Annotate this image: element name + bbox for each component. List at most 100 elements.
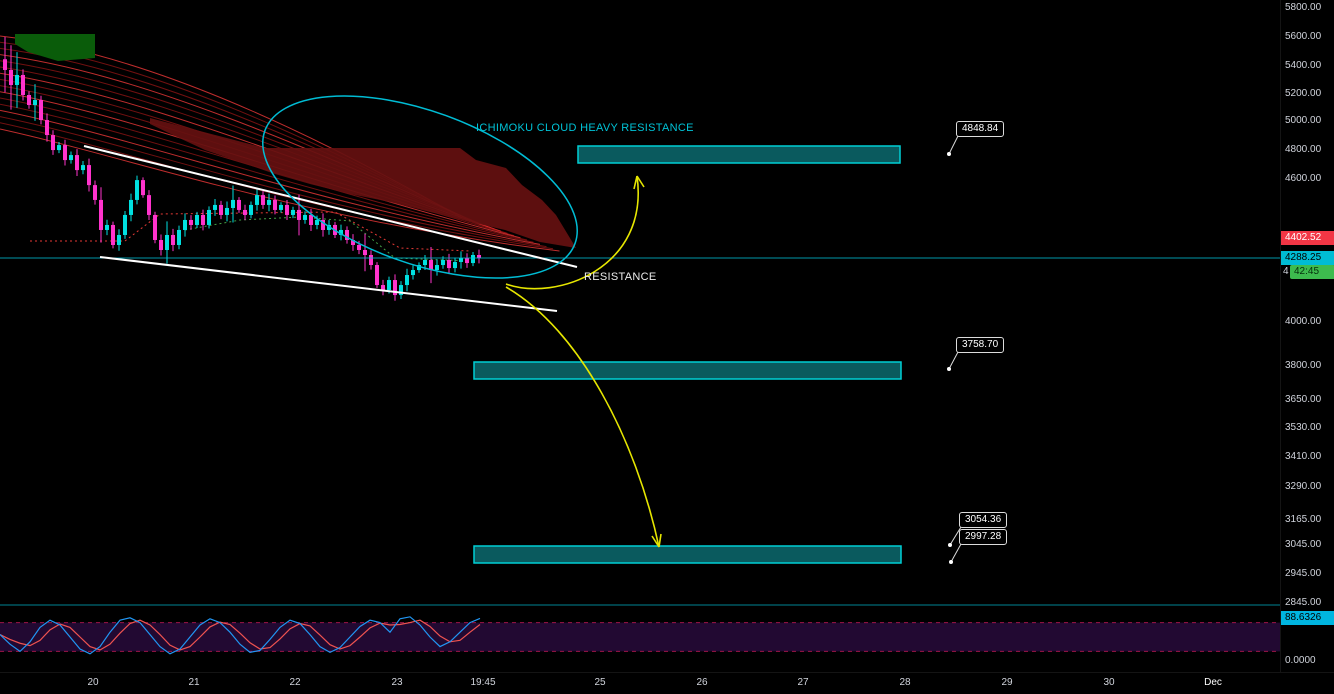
candle-body	[249, 204, 253, 215]
candle-body	[195, 214, 199, 225]
ichimoku-cloud	[15, 34, 576, 248]
callout-anchor-dot	[948, 543, 952, 547]
candle-body	[393, 280, 397, 296]
candle-body	[405, 275, 409, 286]
time-tick: 20	[87, 677, 99, 688]
ribbon-line	[0, 97, 528, 241]
candle-body	[39, 100, 43, 121]
last-price-badge: 4402.52	[1281, 231, 1334, 245]
candle-body	[123, 214, 127, 235]
candle-body	[57, 145, 61, 151]
price-callout[interactable]: 2997.28	[959, 529, 1008, 545]
red-cloud	[150, 118, 576, 248]
ellipse-shape[interactable]	[239, 59, 601, 315]
candle-body	[261, 195, 265, 205]
candle-body	[345, 229, 349, 240]
price-callout[interactable]: 4848.84	[956, 121, 1005, 137]
candle-body	[129, 199, 133, 215]
oscillator-d-line	[0, 619, 481, 651]
ellipse-annotation[interactable]	[239, 59, 601, 315]
callout-pointer	[950, 543, 962, 563]
price-tick: 5600.00	[1285, 31, 1322, 42]
candle-body	[417, 265, 421, 271]
candle-body	[255, 195, 259, 205]
callout-pointer	[948, 135, 959, 155]
ichimoku-cloud-label[interactable]: ICHIMOKU CLOUD HEAVY RESISTANCE	[476, 122, 694, 134]
candle-body	[279, 204, 283, 210]
candle-body	[21, 74, 25, 95]
candle-body	[381, 285, 385, 291]
ichimoku-ribbon	[0, 35, 560, 252]
price-callout[interactable]: 3054.36	[959, 512, 1008, 528]
price-tick: 3800.00	[1285, 360, 1322, 371]
candle-body	[207, 209, 211, 225]
arrow-head[interactable]	[651, 535, 660, 548]
candle-body	[225, 207, 229, 215]
current-price-badge: 4288.25	[1281, 251, 1334, 265]
arrow-head[interactable]	[636, 175, 645, 188]
time-tick: 30	[1103, 677, 1115, 688]
callout-anchor-dot	[949, 560, 953, 564]
ribbon-line	[0, 103, 534, 243]
price-tick: 2845.00	[1285, 597, 1322, 608]
zone-rect[interactable]	[473, 545, 902, 564]
candle-body	[15, 74, 19, 85]
time-tick: Dec	[1204, 677, 1222, 688]
supply-demand-zones[interactable]	[473, 145, 902, 564]
callout-anchor-dot	[947, 367, 951, 371]
arrow-curve[interactable]	[505, 286, 660, 548]
arrow-head[interactable]	[633, 175, 638, 190]
candle-body	[111, 224, 115, 245]
candle-body	[81, 165, 85, 171]
candle-body	[363, 249, 367, 256]
candle-body	[51, 135, 55, 151]
resistance-label[interactable]: RESISTANCE	[584, 271, 657, 283]
candle-body	[45, 120, 49, 136]
candle-body	[465, 258, 469, 264]
time-axis[interactable]: 20 21 22 23 19:45 25 26 27 28 29 30 Dec	[0, 672, 1334, 694]
price-tick: 3165.00	[1285, 514, 1322, 525]
candle-body	[351, 239, 355, 245]
arrow-annotations[interactable]	[505, 175, 662, 548]
price-callout[interactable]: 3758.70	[956, 337, 1005, 353]
price-axis[interactable]: 4402.52 4288.25 4 42:45 88.6326 5800.00 5…	[1280, 0, 1334, 672]
arrow-curve[interactable]	[505, 175, 640, 290]
dotted-indicator-line	[184, 216, 471, 262]
ribbon-line	[0, 109, 541, 245]
candle-body	[291, 209, 295, 215]
candle-body	[369, 255, 373, 266]
candle-body	[219, 204, 223, 215]
candlesticks	[3, 36, 481, 301]
zone-rect[interactable]	[577, 145, 901, 164]
trendline[interactable]	[99, 256, 558, 312]
trendlines[interactable]	[83, 145, 578, 312]
candle-body	[141, 180, 145, 196]
candle-body	[153, 214, 157, 240]
candle-body	[399, 285, 403, 296]
price-tick: 3650.00	[1285, 394, 1322, 405]
candle-body	[135, 180, 139, 200]
candle-body	[459, 258, 463, 262]
oscillator-band	[0, 622, 1280, 652]
zone-rect[interactable]	[473, 361, 902, 380]
candle-body	[63, 145, 67, 161]
oscillator-k-line	[0, 616, 481, 655]
candle-body	[267, 199, 271, 205]
candle-body	[69, 155, 73, 161]
price-tick: 0.0000	[1285, 655, 1316, 666]
price-tick: 4600.00	[1285, 173, 1322, 184]
price-tick: 4000.00	[1285, 316, 1322, 327]
candle-body	[87, 165, 91, 186]
candle-body	[117, 234, 121, 245]
candle-body	[105, 224, 109, 230]
arrow-head[interactable]	[658, 533, 662, 548]
candle-body	[99, 199, 103, 230]
main-chart-svg	[0, 34, 1280, 655]
callout-anchor-dot	[947, 152, 951, 156]
trendline[interactable]	[83, 145, 578, 268]
candle-body	[309, 214, 313, 225]
dotted-indicator-line	[30, 211, 471, 252]
oscillator-pane	[0, 604, 1280, 655]
candle-body	[435, 265, 439, 271]
candle-body	[159, 239, 163, 250]
